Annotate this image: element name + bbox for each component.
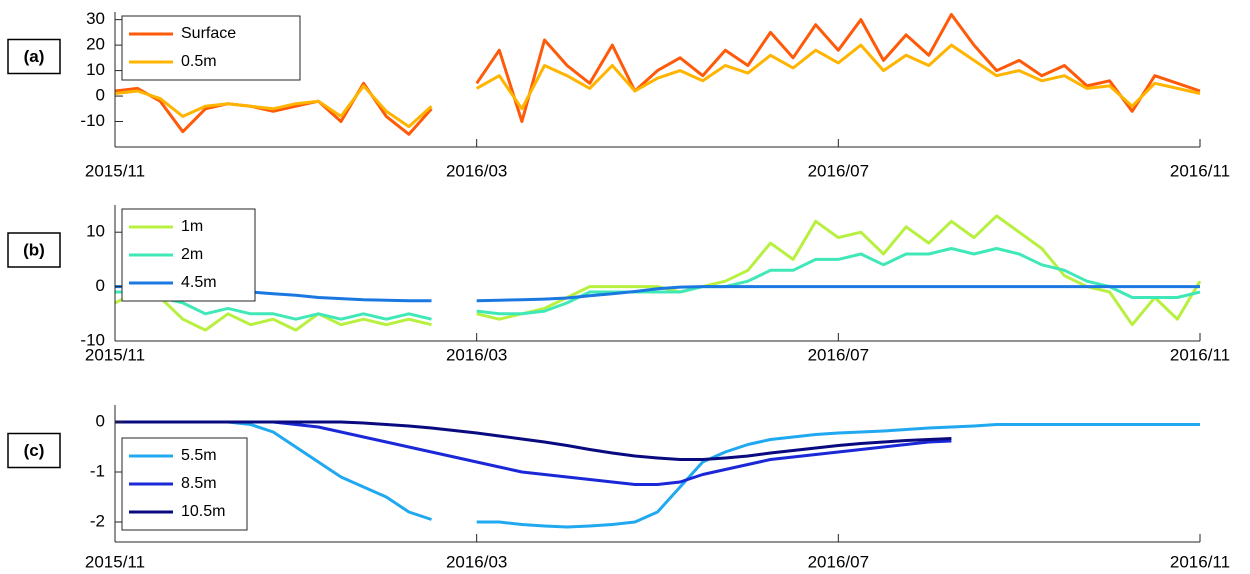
series-line	[115, 247, 1201, 321]
series-line	[114, 43, 1201, 129]
y-tick-label: -1	[90, 461, 105, 480]
y-tick-label: 0	[96, 86, 105, 105]
panel-label: (b)	[23, 240, 45, 259]
y-tick-label: 0	[96, 411, 105, 430]
y-tick-label: -10	[80, 330, 105, 349]
x-tick-label: 2015/11	[85, 161, 145, 180]
x-tick-label: 2016/07	[808, 345, 869, 364]
legend-label: 0.5m	[181, 53, 217, 70]
x-tick-label: 2016/03	[446, 345, 507, 364]
x-tick-label: 2016/07	[808, 552, 869, 571]
panel-label-box	[7, 38, 61, 75]
y-tick-label: 30	[86, 9, 105, 28]
legend-box	[121, 15, 301, 81]
legend-label: 8.5m	[181, 475, 217, 492]
series-line	[114, 13, 1201, 136]
legend-label: 10.5m	[181, 503, 225, 520]
x-tick-label: 2016/07	[808, 161, 869, 180]
y-tick-label: -2	[90, 511, 105, 530]
panel-label-box	[7, 232, 61, 268]
x-tick-label: 2015/11	[85, 345, 145, 364]
x-tick-label: 2016/03	[446, 552, 507, 571]
series-line	[115, 420, 952, 461]
x-tick-label: 2016/03	[446, 161, 507, 180]
legend-label: 1m	[181, 218, 203, 235]
y-tick-label: 10	[86, 222, 105, 241]
y-tick-label: 20	[86, 35, 105, 54]
panel: (b) -10 0 10 2015/11 2016/03 2016/07 2016/11 1m 2…	[7, 205, 1230, 364]
series-line	[115, 420, 1200, 529]
series-line	[115, 285, 1200, 303]
legend-label: 2m	[181, 246, 203, 263]
legend-label: Surface	[181, 25, 236, 42]
series-line	[114, 214, 1202, 332]
legend: 1m 2m 4.5m	[121, 208, 256, 302]
y-tick-label: 10	[86, 60, 105, 79]
x-tick-label: 2016/11	[1170, 161, 1230, 180]
panel-label: (a)	[24, 47, 45, 66]
x-tick-label: 2015/11	[85, 552, 145, 571]
legend: Surface 0.5m	[121, 15, 301, 81]
x-tick-label: 2016/11	[1170, 345, 1230, 364]
panel: (c) -2 -1 0 2015/11 2016/03 2016/07 2016/11 5.5m…	[7, 405, 1230, 571]
legend-label: 4.5m	[181, 274, 217, 291]
y-tick-label: 0	[96, 276, 105, 295]
panel: (a) -10 0 10 20 30 2015/11 2016/03 2016/07 2016/1…	[7, 9, 1230, 180]
panel-label-box	[7, 432, 61, 469]
panel-label: (c)	[24, 441, 45, 460]
x-tick-label: 2016/11	[1170, 552, 1230, 571]
legend-label: 5.5m	[181, 447, 217, 464]
y-tick-label: -10	[80, 111, 105, 130]
legend: 5.5m 8.5m 10.5m	[121, 437, 248, 531]
